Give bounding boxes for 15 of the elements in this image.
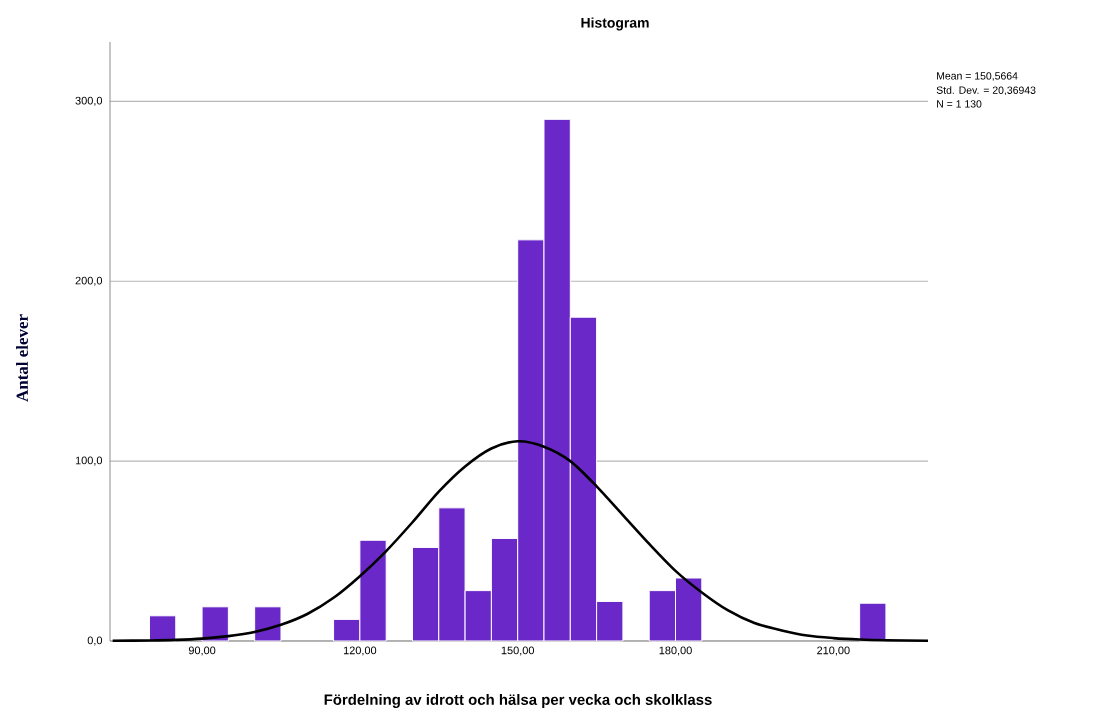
y-tick-label: 300,0 [75,96,103,106]
x-tick-label: 150,00 [501,646,535,656]
x-tick-label: 180,00 [659,646,692,656]
text: N = 1 130 [937,100,982,108]
chart-title: Histogram [581,17,649,31]
y-axis-title: Antal elever [16,314,28,402]
y-tick-label: 200,0 [75,276,103,286]
x-tick-label: 90,00 [188,646,216,656]
x-axis-title: Fördelning av idrott och hälsa per vecka och skolklass [324,693,712,708]
y-tick-label: 0,0 [87,636,103,646]
text: Std. Dev. = 20,36943 [936,86,1036,96]
y-tick-label: 100,0 [75,456,103,466]
x-tick-label: 210,00 [817,646,850,656]
x-tick-label: 120,00 [343,646,377,656]
text: Mean = 150,5664 [937,72,1018,81]
